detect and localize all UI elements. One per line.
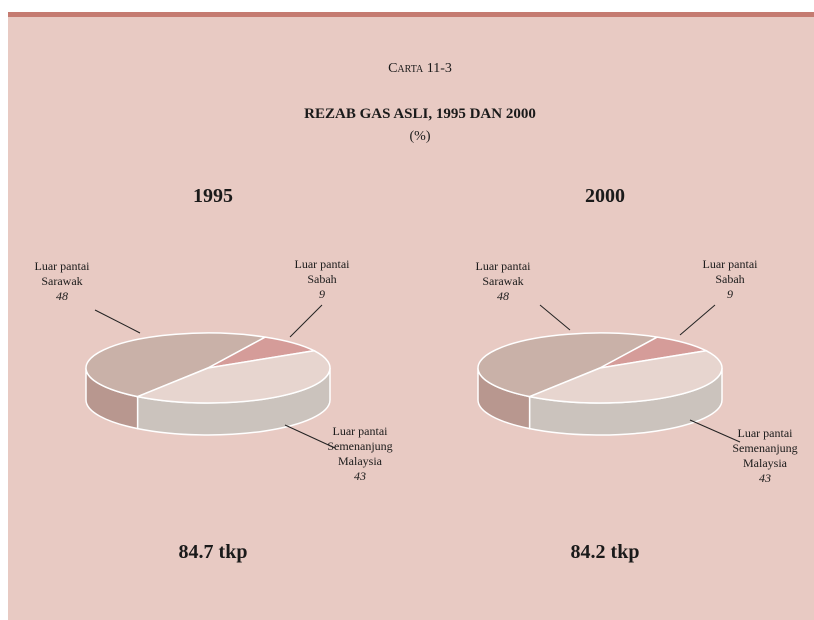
slice-label: Luar pantai (476, 259, 532, 273)
leader-line (689, 419, 741, 443)
panel (8, 12, 814, 620)
value-label: 9 (727, 287, 733, 301)
slice-label: Sabah (715, 272, 744, 286)
slice (527, 349, 723, 404)
slice (135, 349, 331, 404)
chart-title: REZAB GAS ASLI, 1995 DAN 2000 (304, 106, 536, 122)
slice-label: Malaysia (338, 454, 383, 468)
chart-label: Carta 11-3 (388, 61, 452, 76)
slice-label: Sarawak (41, 274, 82, 288)
pie-total: 84.2 tkp (571, 541, 640, 563)
slice (477, 332, 660, 398)
pie-title: 1995 (193, 185, 233, 207)
pie-total: 84.7 tkp (179, 541, 248, 563)
slice-label: Sabah (307, 272, 336, 286)
value-label: 48 (56, 289, 68, 303)
value-label: 43 (759, 471, 771, 485)
leader-line (289, 304, 323, 338)
slice-label: Luar pantai (703, 257, 759, 271)
slice-label: Semenanjung (327, 439, 392, 453)
chart-subtitle: (%) (410, 129, 431, 144)
slice-label: Luar pantai (333, 424, 389, 438)
value-label: 43 (354, 469, 366, 483)
leader-line (679, 304, 716, 336)
slice-label: Sarawak (482, 274, 523, 288)
leader-line (284, 424, 336, 449)
leader-line (539, 304, 571, 331)
pie-title: 2000 (585, 185, 625, 207)
value-label: 9 (319, 287, 325, 301)
value-label: 48 (497, 289, 509, 303)
top-border (8, 12, 814, 17)
slice (85, 332, 268, 398)
slice-label: Luar pantai (738, 426, 794, 440)
slice-label: Luar pantai (35, 259, 91, 273)
slice-label: Luar pantai (295, 257, 351, 271)
slice-label: Semenanjung (732, 441, 797, 455)
leader-line (94, 309, 141, 334)
slice-label: Malaysia (743, 456, 788, 470)
